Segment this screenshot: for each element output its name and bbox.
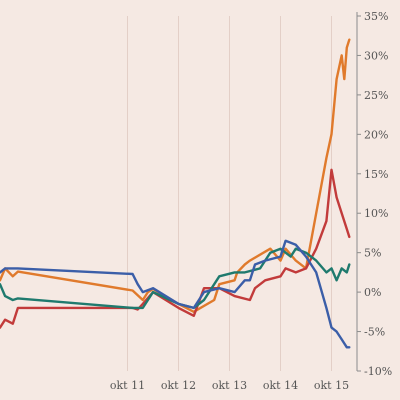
x-tick-label: okt 12 [161, 379, 196, 392]
y-tick-label: 35% [364, 10, 388, 23]
series-line-4 [0, 239, 351, 349]
x-tick-label: okt 15 [314, 379, 349, 392]
x-tick-label: okt 11 [110, 379, 145, 392]
y-tick-label: 5% [364, 247, 381, 260]
x-tick-label: okt 14 [263, 379, 298, 392]
x-tick-label: okt 13 [212, 379, 247, 392]
series-line-1 [0, 38, 351, 313]
y-tick-label: -10% [364, 365, 392, 378]
y-tick-label: 15% [364, 168, 388, 181]
y-tick-label: -5% [364, 326, 385, 339]
y-tick-label: 10% [364, 207, 388, 220]
y-tick-label: 25% [364, 89, 388, 102]
y-tick-label: 20% [364, 128, 388, 141]
y-tick-label: 0% [364, 286, 381, 299]
y-tick-label: 30% [364, 49, 388, 62]
